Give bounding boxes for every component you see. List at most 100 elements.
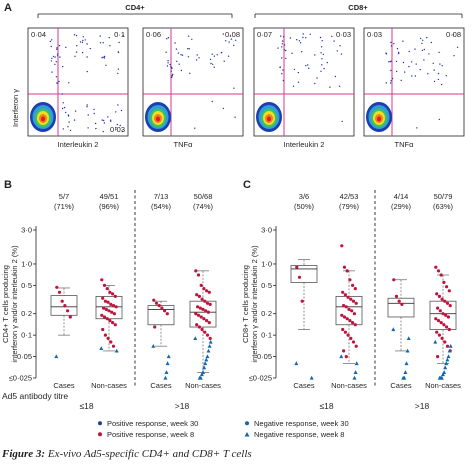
interferon-axis-label: Interferon γ (11, 89, 20, 127)
event-dot (305, 65, 307, 67)
data-point-negative (446, 354, 451, 359)
x-category-label: Cases (390, 381, 412, 390)
event-dot (282, 79, 285, 82)
event-dot (115, 126, 117, 129)
titre-group-label: >18 (175, 401, 190, 411)
data-point-positive (447, 327, 451, 332)
data-point-negative (204, 357, 209, 362)
data-point-positive (350, 309, 354, 313)
data-point-positive (102, 306, 106, 310)
flow-plot-1: 0·04 0·1 0·03 Interleukin 2 (27, 27, 129, 149)
event-dot (165, 51, 167, 53)
box-plot (189, 269, 217, 380)
data-point-positive (153, 325, 157, 329)
titre-axis-label: Ad5 antibody titre (2, 391, 68, 401)
data-point-positive (200, 327, 204, 332)
quadrant-label-tr: 0·08 (446, 30, 461, 39)
event-dot (393, 43, 395, 45)
event-dot (99, 42, 102, 44)
count-percent: (50%) (294, 202, 315, 211)
x-category-label: Non-cases (185, 381, 221, 390)
count-percent: (63%) (433, 202, 454, 211)
event-dot (234, 116, 236, 118)
count-fraction: 49/51 (100, 192, 119, 201)
y-tick-label: 0·05 (257, 352, 272, 361)
legend-item: Positive response, week 30 (98, 419, 198, 428)
box-plot (95, 278, 123, 353)
count-percent: (71%) (54, 202, 75, 211)
event-dot (86, 56, 88, 58)
event-dot (79, 41, 82, 43)
data-point-positive (197, 294, 201, 298)
data-point-positive (113, 323, 117, 327)
data-point-positive (205, 319, 209, 323)
event-dot (233, 44, 235, 47)
event-dot (86, 70, 88, 73)
event-dot (421, 49, 424, 51)
event-dot (94, 122, 97, 125)
event-dot (115, 111, 117, 113)
flow-plot-2: 0·06 0·08 TNFα (142, 27, 244, 149)
data-point-positive (205, 301, 210, 305)
event-dot (309, 33, 311, 35)
data-point-positive (434, 317, 438, 321)
event-dot (117, 68, 120, 70)
y-axis-label-line-1: CD4+ T cells producing (1, 265, 10, 343)
event-dot (410, 61, 413, 63)
data-point-positive (108, 319, 112, 323)
y-tick-label: 1·0 (261, 259, 272, 268)
box-plot (147, 298, 175, 380)
event-dot (404, 71, 406, 73)
event-dot (175, 48, 178, 50)
event-dot (225, 40, 227, 42)
count-fraction: 4/14 (394, 192, 409, 201)
data-point-positive (300, 299, 304, 303)
data-point-negative (166, 354, 171, 359)
data-point-negative (151, 343, 156, 348)
data-point-positive (437, 333, 441, 337)
event-dot (445, 75, 447, 77)
data-point-positive (439, 321, 443, 325)
event-dot (228, 41, 230, 43)
data-point-positive (400, 302, 404, 306)
event-dot (283, 49, 286, 51)
data-point-positive (349, 297, 353, 301)
event-dot (73, 34, 76, 36)
data-point-negative (445, 357, 450, 362)
titre-group-label: >18 (415, 401, 430, 411)
event-dot (293, 68, 296, 71)
event-dot (432, 62, 434, 64)
data-point-positive (60, 299, 64, 303)
event-dot (334, 75, 337, 78)
data-point-positive (152, 298, 156, 302)
event-dot (341, 120, 343, 123)
event-dot (321, 58, 323, 60)
event-dot (119, 124, 121, 127)
event-dot (52, 55, 55, 58)
data-point-positive (103, 299, 107, 303)
event-dot (65, 111, 67, 114)
data-point-negative (403, 370, 408, 374)
event-dot (395, 70, 398, 73)
data-point-positive (196, 273, 201, 277)
data-point-positive (194, 269, 198, 273)
data-point-positive (160, 306, 164, 310)
data-point-positive (436, 269, 441, 273)
data-point-negative (164, 370, 169, 374)
event-dot (116, 123, 119, 126)
event-dot (222, 33, 224, 35)
event-dot (62, 65, 64, 68)
data-point-negative (437, 375, 442, 380)
event-dot (230, 38, 233, 40)
event-dot (285, 57, 287, 60)
data-point-positive (440, 297, 444, 301)
data-point-positive (111, 344, 116, 348)
data-point-positive (340, 313, 344, 317)
legend-label: Negative response, week 8 (254, 430, 344, 439)
y-tick-label: 0·2 (261, 309, 272, 318)
flow-plot-4: 0·03 0·08 TNFα (363, 27, 465, 149)
event-dot (390, 80, 392, 82)
event-dot (308, 67, 310, 70)
event-dot (191, 38, 193, 40)
event-dot (50, 45, 52, 48)
